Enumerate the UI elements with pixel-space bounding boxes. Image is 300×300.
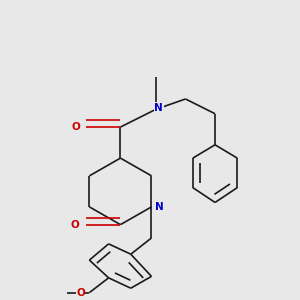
Text: O: O bbox=[72, 122, 80, 132]
Text: O: O bbox=[76, 288, 85, 298]
Text: N: N bbox=[154, 103, 163, 113]
Text: O: O bbox=[70, 220, 79, 230]
Text: N: N bbox=[155, 202, 164, 212]
